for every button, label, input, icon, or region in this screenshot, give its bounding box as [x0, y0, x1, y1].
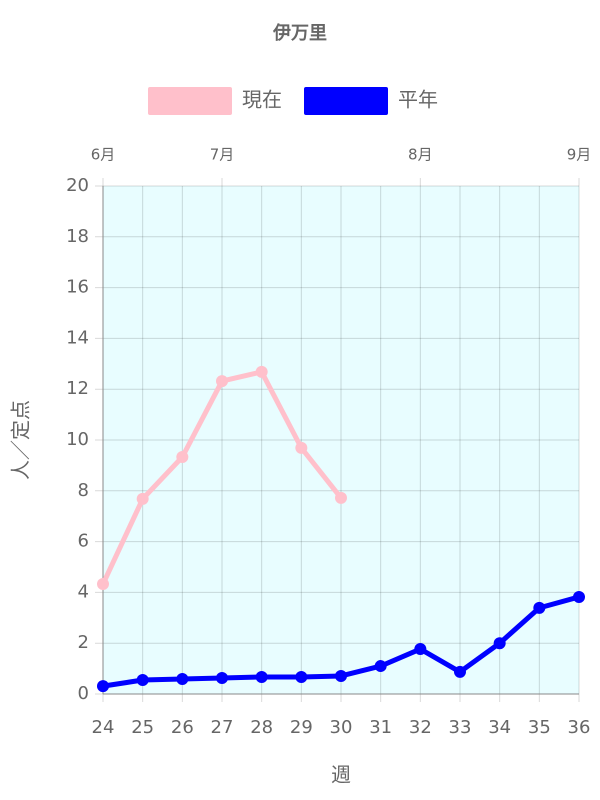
x-tick-label: 25 [131, 717, 154, 738]
data-point [176, 673, 189, 686]
data-point [295, 441, 308, 454]
legend-swatch[interactable] [304, 87, 388, 115]
data-point [533, 601, 546, 614]
data-point [97, 578, 109, 591]
x-tick-label: 32 [409, 717, 432, 738]
y-tick-label: 10 [66, 429, 89, 450]
x-tick-label: 31 [369, 717, 392, 738]
top-tick-label: 6月 [91, 146, 116, 164]
y-tick-label: 2 [78, 632, 89, 653]
y-tick-label: 0 [78, 683, 89, 704]
y-tick-label: 18 [66, 226, 89, 247]
x-tick-label: 30 [330, 717, 353, 738]
data-point [136, 492, 149, 505]
data-point [216, 671, 228, 684]
y-tick-label: 20 [66, 175, 89, 196]
y-tick-label: 16 [66, 277, 89, 298]
top-tick-label: 9月 [567, 146, 592, 164]
data-point [176, 451, 189, 464]
x-tick-label: 34 [488, 717, 511, 738]
y-tick-label: 14 [66, 327, 89, 348]
data-point [255, 670, 268, 683]
data-point [216, 375, 228, 388]
data-point [414, 643, 427, 656]
x-tick-label: 27 [211, 717, 234, 738]
data-point [136, 674, 149, 687]
y-tick-label: 4 [78, 581, 89, 602]
y-tick-label: 12 [66, 378, 89, 399]
data-point [493, 637, 506, 650]
x-tick-label: 24 [92, 717, 115, 738]
chart-title: 伊万里 [272, 22, 327, 44]
x-tick-label: 28 [250, 717, 273, 738]
x-tick-label: 36 [568, 717, 591, 738]
legend-label[interactable]: 平年 [398, 88, 438, 112]
x-tick-label: 35 [528, 717, 551, 738]
legend-swatch[interactable] [148, 87, 232, 115]
data-point [295, 670, 308, 683]
data-point [454, 665, 466, 678]
y-tick-label: 8 [78, 480, 89, 501]
y-tick-label: 6 [78, 531, 89, 552]
x-tick-label: 33 [449, 717, 472, 738]
top-tick-label: 7月 [210, 146, 235, 164]
data-point [374, 660, 387, 673]
data-point [335, 491, 347, 504]
x-tick-label: 26 [171, 717, 194, 738]
data-point [573, 590, 585, 603]
top-tick-label: 8月 [408, 146, 433, 164]
y-axis-label: 人／定点 [9, 400, 33, 480]
x-axis-label: 週 [331, 763, 351, 787]
data-point [255, 365, 268, 378]
x-tick-label: 29 [290, 717, 313, 738]
plot-background [103, 186, 579, 694]
data-point [335, 669, 347, 682]
legend-label[interactable]: 現在 [242, 88, 282, 112]
data-point [97, 680, 109, 693]
